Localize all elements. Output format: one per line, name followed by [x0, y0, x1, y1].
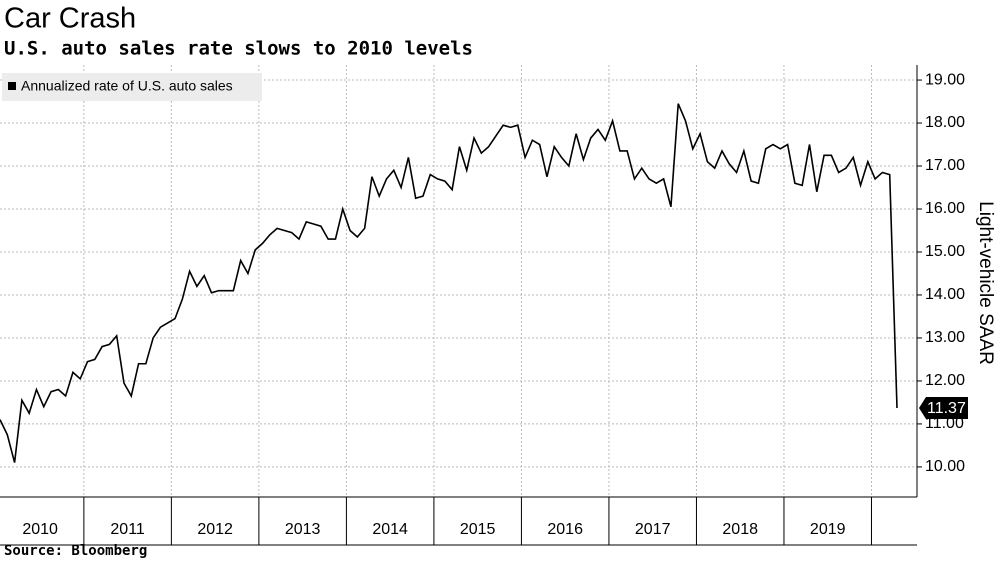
chart-title: Car Crash [4, 3, 136, 35]
value-label: 11.37 [927, 400, 966, 417]
x-tick-label: 2010 [22, 521, 58, 538]
x-tick-label: 2018 [722, 521, 758, 538]
legend-swatch [8, 82, 16, 90]
y-tick-label: 14.00 [925, 286, 965, 303]
y-tick-label: 12.00 [925, 372, 965, 389]
chart-subtitle: U.S. auto sales rate slows to 2010 level… [4, 38, 473, 60]
x-tick-label: 2011 [110, 521, 145, 538]
x-tick-label: 2013 [285, 521, 321, 538]
value-label-box [919, 397, 968, 420]
y-tick-label: 16.00 [925, 200, 965, 217]
legend-box [2, 73, 262, 101]
y-tick-label: 13.00 [925, 329, 965, 346]
data-line [0, 103, 898, 463]
y-tick-label: 17.00 [925, 157, 965, 174]
y-tick-label: 10.00 [925, 458, 965, 475]
source-note: Source: Bloomberg [4, 543, 147, 559]
x-tick-label: 2014 [372, 521, 408, 538]
x-tick-label: 2019 [810, 521, 846, 538]
y-tick-label: 19.00 [925, 71, 965, 88]
y-axis-label: Light-vehicle SAAR [975, 201, 996, 365]
y-tick-label: 18.00 [925, 114, 965, 131]
legend-label: Annualized rate of U.S. auto sales [21, 78, 233, 94]
x-tick-label: 2016 [547, 521, 583, 538]
x-tick-label: 2012 [197, 521, 233, 538]
x-tick-label: 2015 [460, 521, 496, 538]
y-tick-label: 15.00 [925, 243, 965, 260]
y-tick-label: 11.00 [925, 415, 964, 432]
x-tick-label: 2017 [635, 521, 671, 538]
